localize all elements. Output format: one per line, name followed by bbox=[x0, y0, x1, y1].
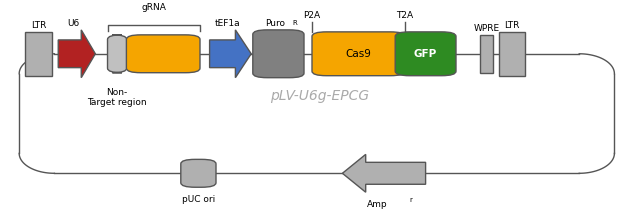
Text: WPRE: WPRE bbox=[474, 24, 499, 33]
FancyBboxPatch shape bbox=[396, 32, 456, 76]
Text: r: r bbox=[410, 197, 412, 203]
Text: Amp: Amp bbox=[367, 200, 388, 209]
Text: P2A: P2A bbox=[303, 11, 320, 20]
Text: R: R bbox=[292, 20, 297, 26]
Polygon shape bbox=[210, 30, 251, 78]
Text: tEF1a: tEF1a bbox=[214, 19, 240, 28]
Text: Cas9: Cas9 bbox=[346, 49, 371, 59]
Polygon shape bbox=[58, 30, 95, 78]
Text: pLV-U6g-EPCG: pLV-U6g-EPCG bbox=[271, 89, 369, 103]
Text: Non-
Target region: Non- Target region bbox=[87, 88, 147, 107]
FancyBboxPatch shape bbox=[253, 30, 304, 78]
FancyBboxPatch shape bbox=[127, 35, 200, 73]
Text: pUC ori: pUC ori bbox=[182, 195, 215, 204]
FancyBboxPatch shape bbox=[312, 32, 405, 76]
FancyBboxPatch shape bbox=[108, 35, 127, 73]
Bar bbox=[480, 35, 493, 73]
Text: LTR: LTR bbox=[504, 21, 520, 30]
Text: GFP: GFP bbox=[414, 49, 437, 59]
FancyBboxPatch shape bbox=[180, 159, 216, 187]
Polygon shape bbox=[342, 154, 426, 192]
Text: U6: U6 bbox=[67, 19, 80, 28]
Text: T2A: T2A bbox=[397, 11, 413, 20]
Bar bbox=[25, 32, 52, 76]
Text: LTR: LTR bbox=[31, 21, 46, 30]
Text: gRNA: gRNA bbox=[141, 3, 166, 12]
Bar bbox=[499, 32, 525, 76]
Text: Puro: Puro bbox=[265, 19, 285, 28]
